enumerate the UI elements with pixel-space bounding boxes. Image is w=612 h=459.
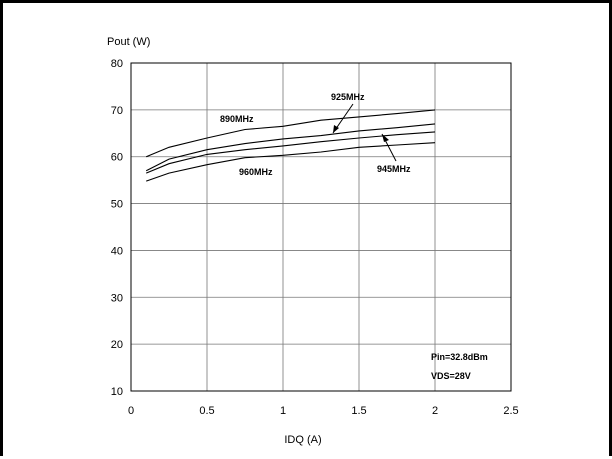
- x-tick-label: 1.5: [351, 405, 366, 417]
- y-tick-label: 50: [111, 199, 123, 211]
- line-chart: 0 0.5 1 1.5 2 2.5 10 20 30 40 50 60 70 80 Pout (W) ID…: [107, 36, 519, 446]
- series-label-890mhz: 890MHz: [220, 114, 254, 124]
- series-line-960mhz: [146, 142, 436, 182]
- x-tick-label: 2.5: [503, 405, 518, 417]
- y-tick-label: 30: [111, 292, 123, 304]
- plot-area-border: [130, 62, 512, 392]
- series-label-945mhz: 945MHz: [377, 164, 411, 174]
- annotation-vds: VDS=28V: [431, 371, 471, 381]
- x-tick-label: 0.5: [199, 405, 214, 417]
- x-tick-label: 2: [432, 405, 438, 417]
- y-tick-label: 80: [111, 58, 123, 70]
- series-line-890mhz: [145, 109, 436, 158]
- grid-layer: [131, 63, 511, 391]
- series-label-960mhz: 960MHz: [239, 167, 273, 177]
- x-axis-label: IDQ (A): [284, 434, 321, 446]
- y-tick-label: 60: [111, 152, 123, 164]
- x-tick-label: 0: [128, 405, 134, 417]
- y-tick-label: 10: [111, 386, 123, 398]
- series-layer: [145, 109, 436, 182]
- y-tick-label: 20: [111, 339, 123, 351]
- y-tick-label: 40: [111, 245, 123, 257]
- y-axis-label: Pout (W): [107, 36, 150, 48]
- x-tick-label: 1: [280, 405, 286, 417]
- series-line-925mhz: [145, 123, 436, 172]
- series-label-925mhz: 925MHz: [331, 92, 365, 102]
- arrow-925mhz-head: [333, 125, 339, 133]
- series-line-945mhz: [145, 131, 436, 174]
- tick-layer: 0 0.5 1 1.5 2 2.5 10 20 30 40 50 60 70 80: [111, 58, 519, 417]
- annotation-pin: Pin=32.8dBm: [431, 352, 488, 362]
- y-tick-label: 70: [111, 105, 123, 117]
- arrow-945mhz-head: [382, 134, 389, 142]
